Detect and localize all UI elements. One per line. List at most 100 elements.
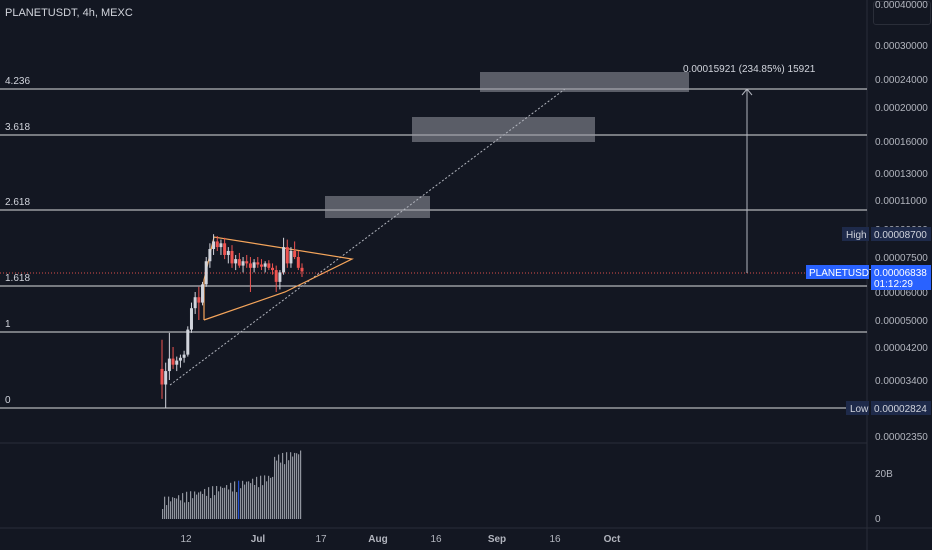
volume-bar — [246, 481, 248, 519]
candle-body — [252, 262, 256, 268]
fib-level-label: 2.618 — [5, 197, 30, 208]
candle-body — [212, 241, 216, 250]
volume-bar — [224, 487, 226, 519]
price-tick-label: 0.00007500 — [875, 253, 928, 264]
volume-bar — [296, 453, 298, 519]
measure-arrow-head — [741, 88, 753, 96]
target-zone-box — [412, 117, 595, 142]
volume-bar — [250, 483, 252, 519]
time-tick-label: 12 — [180, 534, 192, 545]
time-tick-label: Sep — [488, 534, 506, 545]
volume-bar — [186, 491, 188, 519]
volume-bar — [174, 497, 176, 519]
candle-body — [160, 368, 164, 385]
volume-bar — [300, 450, 302, 519]
volume-bar — [256, 476, 258, 519]
volume-bar — [178, 495, 180, 519]
fib-level-label: 1 — [5, 319, 11, 330]
volume-bar — [266, 481, 268, 519]
volume-bar — [270, 477, 272, 519]
candle-body — [271, 267, 275, 271]
volume-bar — [240, 488, 242, 519]
volume-bar — [244, 484, 246, 519]
volume-bar — [278, 454, 280, 519]
volume-tick-label: 20B — [875, 469, 893, 480]
time-tick-label: 16 — [430, 534, 442, 545]
low-value-text: 0.00002824 — [874, 404, 927, 415]
volume-bar — [220, 486, 222, 519]
price-tick-label: 0.00030000 — [875, 41, 928, 52]
price-tick-label: 0.00011000 — [875, 196, 928, 207]
volume-bar — [226, 485, 228, 519]
measure-annotation: 0.00015921 (234.85%) 15921 — [683, 64, 816, 75]
candle-body — [300, 267, 304, 272]
candle-body — [186, 329, 190, 355]
current-price-tag — [871, 265, 931, 290]
trend-projection-line — [169, 88, 566, 386]
chart-title: PLANETUSDT, 4h, MEXC — [5, 7, 133, 19]
volume-bar — [280, 462, 282, 519]
time-tick-label: Oct — [604, 534, 621, 545]
volume-bar — [212, 486, 214, 519]
price-tick-label: 0.00002350 — [875, 432, 928, 443]
volume-bar — [238, 480, 240, 519]
volume-bar — [230, 482, 232, 519]
candle-body — [285, 247, 289, 264]
candle-body — [189, 308, 193, 330]
candle-body — [274, 270, 278, 282]
candle-body — [167, 358, 171, 372]
volume-bar — [180, 500, 182, 519]
candle-body — [215, 241, 219, 248]
volume-bar — [298, 454, 300, 519]
volume-bar — [228, 489, 230, 519]
volume-bar — [254, 485, 256, 519]
price-tick-label: 0.00013000 — [875, 169, 928, 180]
volume-bar — [242, 480, 244, 519]
volume-bar — [268, 475, 270, 519]
volume-bar — [234, 481, 236, 519]
candle-body — [171, 358, 175, 365]
fib-level-label: 3.618 — [5, 122, 30, 133]
candle-body — [223, 243, 227, 255]
candle-body — [164, 371, 168, 385]
volume-bar — [172, 497, 174, 519]
candle-body — [282, 247, 286, 273]
candle-body — [296, 257, 300, 268]
candle-body — [204, 261, 208, 285]
volume-bar — [168, 496, 170, 519]
high-tag — [842, 227, 869, 241]
candle-body — [241, 261, 245, 266]
candle-body — [245, 261, 249, 264]
candle-body — [197, 297, 201, 303]
candle-body — [230, 250, 234, 264]
candle-body — [289, 250, 293, 264]
fib-level-label: 1.618 — [5, 273, 30, 284]
symbol-tag — [806, 265, 869, 279]
candle-body — [201, 284, 205, 303]
symbol-tag-text: PLANETUSDT — [809, 268, 875, 279]
candle-body — [178, 357, 182, 361]
candle-body — [175, 360, 179, 365]
volume-bar — [162, 509, 164, 519]
high-value-text: 0.00008700 — [874, 230, 927, 241]
candle-body — [237, 259, 241, 266]
volume-bar — [288, 460, 290, 519]
volume-bar — [164, 496, 166, 519]
candle-body — [234, 259, 238, 264]
time-tick-label: Aug — [368, 534, 387, 545]
volume-bar — [248, 481, 250, 519]
volume-bar — [188, 502, 190, 519]
price-tick-label: 0.00024000 — [875, 75, 928, 86]
volume-bar — [198, 492, 200, 519]
volume-bar — [202, 493, 204, 519]
volume-bar — [290, 452, 292, 519]
scale-settings-box[interactable] — [873, 1, 931, 25]
time-tick-label: Jul — [251, 534, 266, 545]
low-value-tag — [871, 401, 931, 415]
volume-bar — [284, 464, 286, 519]
volume-bar — [258, 487, 260, 519]
volume-bar — [286, 452, 288, 519]
volume-bar — [176, 498, 178, 519]
candle-body — [267, 263, 271, 268]
